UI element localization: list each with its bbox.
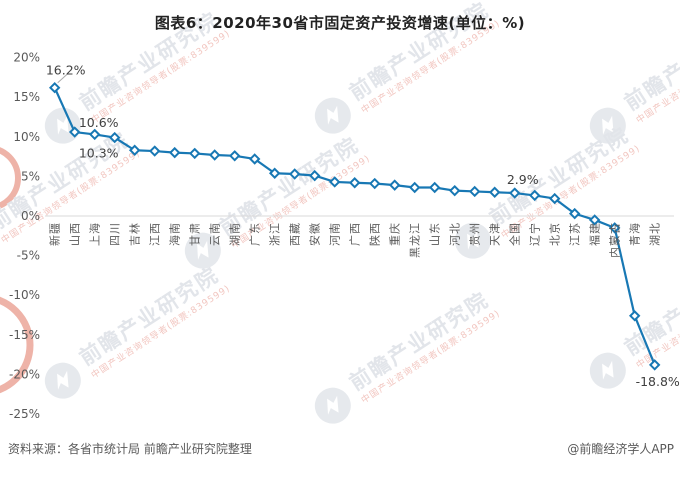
y-axis-tick-label: -20% xyxy=(9,367,40,381)
x-axis-category-label: 浙江 xyxy=(269,222,282,246)
footer-credit: @前瞻经济学人APP xyxy=(567,442,674,456)
x-axis-category-label: 山西 xyxy=(69,222,82,246)
x-axis-category-label: 西藏 xyxy=(289,222,302,246)
x-axis-category-label: 陕西 xyxy=(368,222,382,246)
x-axis-category-label: 吉林 xyxy=(128,222,142,246)
chart-title: 图表6：2020年30省市固定资产投资增速(单位：%) xyxy=(154,14,526,32)
data-point-marker xyxy=(468,185,481,198)
data-point-marker xyxy=(548,192,561,205)
data-label: 10.3% xyxy=(79,145,119,160)
data-point-marker xyxy=(308,169,321,182)
x-axis-category-label: 海南 xyxy=(168,222,182,246)
annotation-leader-line xyxy=(57,73,69,84)
y-axis-tick-label: -10% xyxy=(9,288,40,302)
y-axis-tick-label: 10% xyxy=(13,130,40,144)
x-axis-category-label: 北京 xyxy=(548,222,562,246)
data-point-marker xyxy=(488,186,501,198)
x-axis-category-label: 广东 xyxy=(249,222,262,246)
data-point-marker xyxy=(168,146,181,159)
data-point-marker xyxy=(588,214,601,226)
data-label: 2.9% xyxy=(507,172,539,187)
data-point-marker xyxy=(648,359,661,371)
data-point-marker xyxy=(368,177,381,190)
x-axis-category-label: 甘肃 xyxy=(189,222,202,246)
data-point-marker xyxy=(568,207,581,220)
data-point-marker xyxy=(428,181,441,194)
y-axis-tick-label: 5% xyxy=(21,169,40,183)
y-axis-tick-label: -25% xyxy=(9,407,40,421)
x-axis-category-label: 全国 xyxy=(508,222,522,246)
data-point-marker xyxy=(348,177,361,189)
data-point-marker xyxy=(448,184,461,197)
data-point-marker xyxy=(88,128,101,141)
data-point-marker xyxy=(128,144,141,156)
x-axis-category-label: 江苏 xyxy=(569,222,582,246)
x-axis-category-label: 湖南 xyxy=(229,222,242,246)
y-axis-tick-label: 0% xyxy=(21,209,40,223)
x-axis-category-label: 广西 xyxy=(349,222,362,246)
data-point-marker xyxy=(288,168,301,180)
x-axis-category-label: 福建 xyxy=(588,222,602,246)
data-point-marker xyxy=(108,131,121,144)
x-axis-category-label: 新疆 xyxy=(48,222,62,246)
data-point-marker xyxy=(388,179,401,191)
data-label: 16.2% xyxy=(46,63,86,78)
x-axis-category-label: 云南 xyxy=(209,222,222,246)
data-point-marker xyxy=(208,149,221,161)
data-point-marker xyxy=(408,181,421,194)
x-axis-category-label: 黑龙江 xyxy=(409,222,422,258)
x-axis-category-label: 湖北 xyxy=(649,222,662,246)
data-point-marker xyxy=(608,222,621,234)
y-axis-tick-label: 15% xyxy=(13,90,40,104)
data-point-marker xyxy=(328,176,341,188)
data-point-marker xyxy=(228,150,241,162)
y-axis-tick-label: -15% xyxy=(9,328,40,342)
x-axis-category-label: 辽宁 xyxy=(528,222,542,246)
data-point-marker xyxy=(528,189,541,202)
x-axis-category-label: 四川 xyxy=(109,222,122,246)
data-point-marker xyxy=(48,81,61,94)
x-axis-category-label: 上海 xyxy=(88,222,102,246)
y-axis-tick-label: -5% xyxy=(17,249,40,263)
x-axis-category-label: 青海 xyxy=(628,222,642,246)
chart-canvas: 20% 15% 10% 5% 0% -5% -10% -15% -20% -25% 新疆 山西 上海 四川… xyxy=(9,51,680,421)
watermark-arc-icon xyxy=(0,147,21,209)
x-axis-category-label: 贵州 xyxy=(469,222,482,246)
x-axis-category-label: 天津 xyxy=(489,222,502,246)
data-point-marker xyxy=(188,147,201,160)
data-point-marker xyxy=(148,145,161,157)
x-axis-category-label: 江西 xyxy=(149,222,162,246)
watermark-arc-icon xyxy=(0,296,34,394)
data-point-marker xyxy=(268,167,281,179)
x-axis-category-label: 内蒙古 xyxy=(608,222,622,258)
data-point-marker xyxy=(508,187,521,199)
x-axis-category-label: 安徽 xyxy=(308,222,322,246)
x-axis-category-label: 重庆 xyxy=(388,222,402,246)
data-point-marker xyxy=(628,310,641,322)
data-label: -18.8% xyxy=(636,374,680,389)
data-point-marker xyxy=(68,126,81,138)
x-axis-category-label: 河南 xyxy=(329,222,342,246)
x-axis-category-label: 河北 xyxy=(449,222,462,246)
data-point-marker xyxy=(248,153,261,165)
data-label: 10.6% xyxy=(79,115,119,130)
footer-source: 资料来源：各省市统计局 前瞻产业研究院整理 xyxy=(8,442,252,456)
x-axis-category-label: 山东 xyxy=(429,222,442,246)
y-axis-tick-label: 20% xyxy=(13,51,40,65)
